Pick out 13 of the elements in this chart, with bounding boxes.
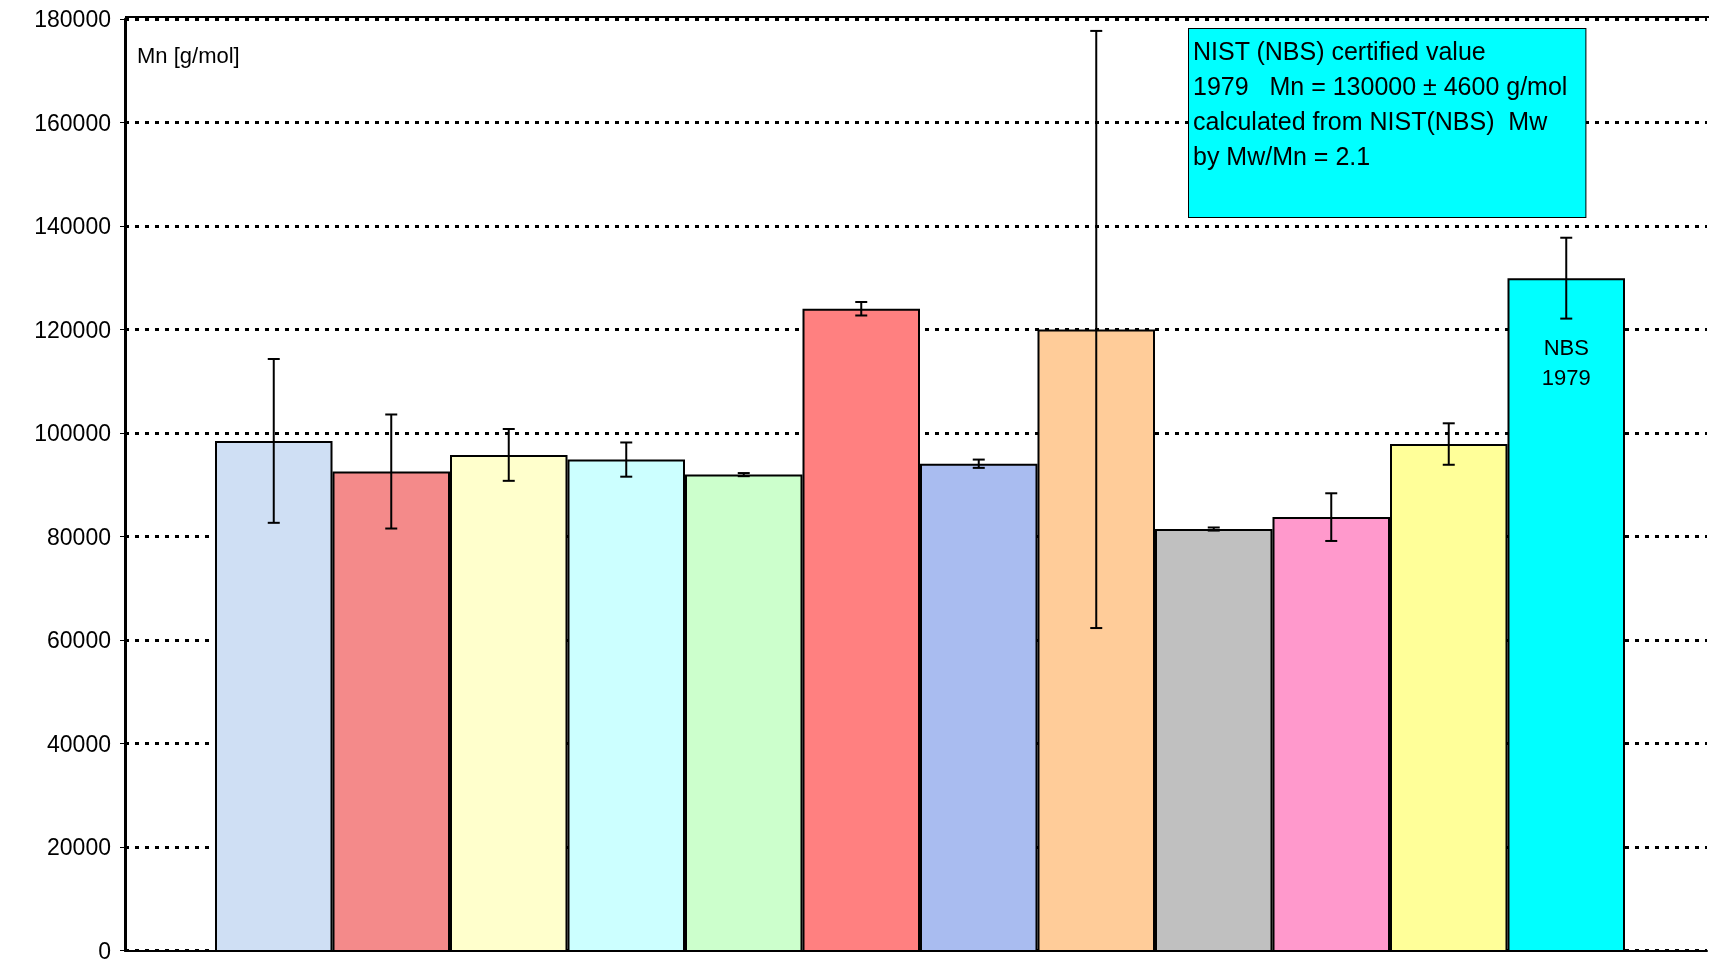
y-tick-label: 100000 [34,420,111,446]
y-tick-label: 80000 [47,523,111,550]
y-tick-label: 180000 [34,6,111,32]
annotation: NIST (NBS) certified value 1979 Mn = 130000 ± 4600 g/mol calculated from NIST(NBS) Mw by Mw/Mn = 2.1 [1193,36,1568,170]
data-label: NBS 1979 [1541,334,1591,390]
y-axis-title: Mn [g/mol] [137,42,240,68]
y-tick-label: 160000 [34,109,111,136]
y-tick-label: 40000 [47,730,111,757]
y-tick-label: 140000 [34,213,111,239]
y-tick-label: 0 [98,937,111,962]
y-tick-label: 20000 [47,834,111,860]
y-tick-label: 120000 [34,316,111,343]
y-tick-label: 60000 [47,627,111,653]
